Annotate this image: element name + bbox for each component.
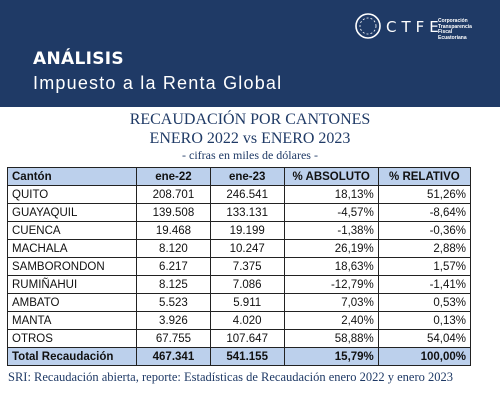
cell-pct-absoluto: -12,79% bbox=[283, 275, 379, 294]
section-kicker: ANÁLISIS bbox=[33, 49, 124, 69]
report-title: RECAUDACIÓN POR CANTONES ENERO 2022 vs E… bbox=[0, 110, 500, 162]
table-total-row: Total Recaudación 467.341 541.155 15,79%… bbox=[6, 347, 472, 366]
title-line-3: - cifras en miles de dólares - bbox=[182, 148, 318, 162]
logo-org-line: Transparencia bbox=[438, 23, 472, 30]
cell-canton: CUENCA bbox=[6, 221, 138, 240]
cell-ene-23: 107.647 bbox=[209, 329, 285, 348]
logo-ring-icon bbox=[355, 13, 381, 39]
total-pct-absoluto: 15,79% bbox=[283, 347, 379, 366]
table-row: CUENCA 19.468 19.199 -1,38% -0,36% bbox=[6, 221, 472, 240]
cell-ene-23: 133.131 bbox=[209, 203, 285, 222]
cell-ene-22: 3.926 bbox=[136, 311, 211, 330]
cell-ene-23: 19.199 bbox=[209, 221, 285, 240]
cell-canton: MANTA bbox=[6, 311, 138, 330]
logo-org-line: Fiscal bbox=[438, 29, 453, 35]
cell-ene-22: 139.508 bbox=[136, 203, 211, 222]
table-row: QUITO 208.701 246.541 18,13% 51,26% bbox=[6, 185, 472, 204]
logo-org-line: Ecuatoriana bbox=[438, 34, 467, 41]
cell-ene-22: 6.217 bbox=[136, 257, 211, 276]
cell-pct-absoluto: 18,63% bbox=[283, 257, 379, 276]
logo-org-name: Corporación Transparencia Fiscal Ecuator… bbox=[438, 18, 493, 41]
cell-canton: SAMBORONDON bbox=[6, 257, 138, 276]
header-canton: Cantón bbox=[6, 167, 138, 186]
cell-ene-23: 7.375 bbox=[209, 257, 285, 276]
cell-pct-absoluto: 18,13% bbox=[283, 185, 379, 204]
table-row: MANTA 3.926 4.020 2,40% 0,13% bbox=[6, 311, 472, 330]
cell-pct-relativo: 0,53% bbox=[377, 293, 472, 312]
title-line-1: RECAUDACIÓN POR CANTONES bbox=[129, 111, 371, 128]
source-note: SRI: Recaudación abierta, reporte: Estad… bbox=[8, 370, 453, 384]
cell-pct-absoluto: 7,03% bbox=[283, 293, 379, 312]
cell-pct-relativo: 0,13% bbox=[377, 311, 472, 330]
cell-ene-22: 8.120 bbox=[136, 239, 211, 258]
header-banner: CTFE Corporación Transparencia Fiscal Ec… bbox=[0, 0, 500, 107]
table-row: OTROS 67.755 107.647 58,88% 54,04% bbox=[6, 329, 472, 348]
table-row: AMBATO 5.523 5.911 7,03% 0,53% bbox=[6, 293, 472, 312]
table-row: GUAYAQUIL 139.508 133.131 -4,57% -8,64% bbox=[6, 203, 472, 222]
cell-canton: QUITO bbox=[6, 185, 138, 204]
cell-pct-absoluto: 26,19% bbox=[283, 239, 379, 258]
table-header-row: Cantón ene-22 ene-23 % ABSOLUTO % RELATI… bbox=[6, 167, 472, 186]
cell-ene-23: 246.541 bbox=[209, 185, 285, 204]
header-pct-relativo: % RELATIVO bbox=[377, 167, 472, 186]
cell-pct-absoluto: 2,40% bbox=[283, 311, 379, 330]
cell-ene-23: 7.086 bbox=[209, 275, 285, 294]
cell-pct-relativo: 51,26% bbox=[377, 185, 472, 204]
cell-ene-22: 19.468 bbox=[136, 221, 211, 240]
cell-ene-23: 4.020 bbox=[209, 311, 285, 330]
total-label: Total Recaudación bbox=[6, 347, 138, 366]
table-row: MACHALA 8.120 10.247 26,19% 2,88% bbox=[6, 239, 472, 258]
ctfe-logo: CTFE Corporación Transparencia Fiscal Ec… bbox=[353, 8, 493, 46]
total-ene-23: 541.155 bbox=[209, 347, 285, 366]
cell-canton: MACHALA bbox=[6, 239, 138, 258]
cell-ene-23: 10.247 bbox=[209, 239, 285, 258]
title-line-2: ENERO 2022 vs ENERO 2023 bbox=[149, 130, 351, 147]
cell-canton: GUAYAQUIL bbox=[6, 203, 138, 222]
cell-pct-absoluto: -1,38% bbox=[283, 221, 379, 240]
header-pct-absoluto: % ABSOLUTO bbox=[283, 167, 379, 186]
logo-wordmark: CTFE bbox=[386, 18, 444, 36]
cell-ene-23: 5.911 bbox=[209, 293, 285, 312]
revenue-table: Cantón ene-22 ene-23 % ABSOLUTO % RELATI… bbox=[6, 167, 472, 366]
table-row: SAMBORONDON 6.217 7.375 18,63% 1,57% bbox=[6, 257, 472, 276]
cell-pct-absoluto: 58,88% bbox=[283, 329, 379, 348]
header-ene-22: ene-22 bbox=[136, 167, 211, 186]
cell-pct-relativo: -1,41% bbox=[377, 275, 472, 294]
header-ene-23: ene-23 bbox=[209, 167, 285, 186]
cell-ene-22: 208.701 bbox=[136, 185, 211, 204]
cell-pct-relativo: 54,04% bbox=[377, 329, 472, 348]
cell-pct-absoluto: -4,57% bbox=[283, 203, 379, 222]
logo-org-line: Corporación bbox=[438, 18, 468, 24]
cell-pct-relativo: -8,64% bbox=[377, 203, 472, 222]
cell-ene-22: 5.523 bbox=[136, 293, 211, 312]
section-subtitle: Impuesto a la Renta Global bbox=[33, 73, 283, 93]
cell-canton: OTROS bbox=[6, 329, 138, 348]
cell-canton: AMBATO bbox=[6, 293, 138, 312]
total-ene-22: 467.341 bbox=[136, 347, 211, 366]
table-row: RUMIÑAHUI 8.125 7.086 -12,79% -1,41% bbox=[6, 275, 472, 294]
cell-ene-22: 8.125 bbox=[136, 275, 211, 294]
cell-pct-relativo: -0,36% bbox=[377, 221, 472, 240]
cell-canton: RUMIÑAHUI bbox=[6, 275, 138, 294]
cell-ene-22: 67.755 bbox=[136, 329, 211, 348]
cell-pct-relativo: 2,88% bbox=[377, 239, 472, 258]
cell-pct-relativo: 1,57% bbox=[377, 257, 472, 276]
total-pct-relativo: 100,00% bbox=[377, 347, 472, 366]
